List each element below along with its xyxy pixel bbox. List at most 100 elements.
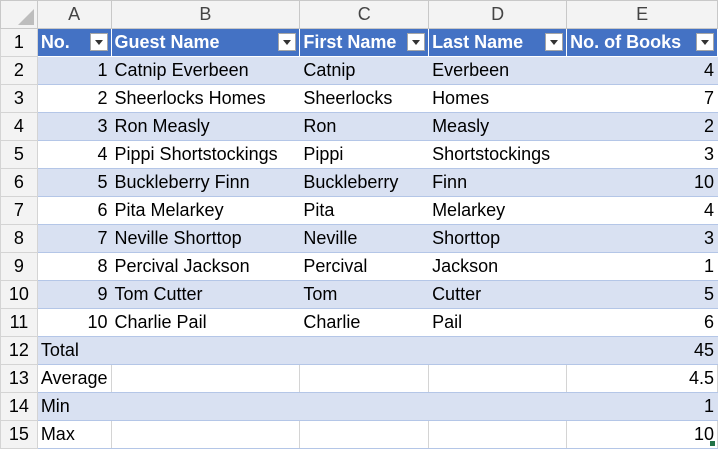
row-header[interactable]: 4 <box>0 112 38 141</box>
cell-no[interactable]: 8 <box>36 252 112 281</box>
cell-first-name[interactable]: Neville <box>299 224 430 253</box>
cell-no-of-books[interactable]: 6 <box>566 308 718 337</box>
column-header-a[interactable]: A <box>36 0 112 29</box>
row-header[interactable]: 5 <box>0 140 38 169</box>
header-no[interactable]: No. <box>36 28 112 57</box>
cell-guest-name[interactable]: Ron Measly <box>110 112 301 141</box>
cell-guest-name[interactable]: Tom Cutter <box>110 280 301 309</box>
filter-dropdown-icon[interactable] <box>407 33 426 51</box>
cell-last-name[interactable]: Measly <box>428 112 568 141</box>
empty-cell[interactable] <box>428 364 568 393</box>
empty-cell[interactable] <box>110 336 301 365</box>
empty-cell[interactable] <box>428 420 568 449</box>
cell-no-of-books[interactable]: 2 <box>566 112 718 141</box>
cell-guest-name[interactable]: Sheerlocks Homes <box>110 84 301 113</box>
cell-first-name[interactable]: Pita <box>299 196 430 225</box>
filter-dropdown-icon[interactable] <box>696 33 714 51</box>
cell-guest-name[interactable]: Percival Jackson <box>110 252 301 281</box>
summary-label[interactable]: Min <box>36 392 112 421</box>
summary-label[interactable]: Average <box>36 364 112 393</box>
row-header[interactable]: 3 <box>0 84 38 113</box>
empty-cell[interactable] <box>299 336 430 365</box>
cell-no[interactable]: 1 <box>36 56 112 85</box>
cell-last-name[interactable]: Homes <box>428 84 568 113</box>
column-header-d[interactable]: D <box>428 0 568 29</box>
cell-no-of-books[interactable]: 4 <box>566 196 718 225</box>
cell-no[interactable]: 4 <box>36 140 112 169</box>
cell-no-of-books[interactable]: 7 <box>566 84 718 113</box>
cell-first-name[interactable]: Tom <box>299 280 430 309</box>
filter-dropdown-icon[interactable] <box>545 33 564 51</box>
cell-guest-name[interactable]: Pippi Shortstockings <box>110 140 301 169</box>
cell-no[interactable]: 5 <box>36 168 112 197</box>
cell-first-name[interactable]: Catnip <box>299 56 430 85</box>
cell-last-name[interactable]: Jackson <box>428 252 568 281</box>
cell-first-name[interactable]: Ron <box>299 112 430 141</box>
cell-no[interactable]: 10 <box>36 308 112 337</box>
cell-first-name[interactable]: Charlie <box>299 308 430 337</box>
empty-cell[interactable] <box>299 364 430 393</box>
row-header[interactable]: 6 <box>0 168 38 197</box>
fill-handle[interactable] <box>710 441 715 446</box>
cell-no[interactable]: 2 <box>36 84 112 113</box>
header-last-name[interactable]: Last Name <box>428 28 568 57</box>
empty-cell[interactable] <box>299 392 430 421</box>
row-header[interactable]: 8 <box>0 224 38 253</box>
cell-first-name[interactable]: Sheerlocks <box>299 84 430 113</box>
empty-cell[interactable] <box>110 364 301 393</box>
summary-value[interactable]: 10 <box>566 420 718 449</box>
header-first-name[interactable]: First Name <box>299 28 430 57</box>
summary-value[interactable]: 45 <box>566 336 718 365</box>
empty-cell[interactable] <box>110 420 301 449</box>
cell-no-of-books[interactable]: 10 <box>566 168 718 197</box>
cell-last-name[interactable]: Everbeen <box>428 56 568 85</box>
cell-first-name[interactable]: Percival <box>299 252 430 281</box>
row-header[interactable]: 11 <box>0 308 38 337</box>
cell-no-of-books[interactable]: 1 <box>566 252 718 281</box>
row-header[interactable]: 9 <box>0 252 38 281</box>
cell-guest-name[interactable]: Charlie Pail <box>110 308 301 337</box>
empty-cell[interactable] <box>428 336 568 365</box>
row-header[interactable]: 10 <box>0 280 38 309</box>
cell-no-of-books[interactable]: 3 <box>566 224 718 253</box>
row-header[interactable]: 12 <box>0 336 38 365</box>
cell-guest-name[interactable]: Pita Melarkey <box>110 196 301 225</box>
empty-cell[interactable] <box>110 392 301 421</box>
column-header-c[interactable]: C <box>299 0 430 29</box>
filter-dropdown-icon[interactable] <box>278 33 297 51</box>
cell-no[interactable]: 9 <box>36 280 112 309</box>
select-all-button[interactable] <box>0 0 38 29</box>
header-no-of-books[interactable]: No. of Books <box>566 28 718 57</box>
cell-no-of-books[interactable]: 4 <box>566 56 718 85</box>
summary-label[interactable]: Max <box>36 420 112 449</box>
column-header-e[interactable]: E <box>566 0 718 29</box>
cell-first-name[interactable]: Buckleberry <box>299 168 430 197</box>
cell-last-name[interactable]: Pail <box>428 308 568 337</box>
filter-dropdown-icon[interactable] <box>89 33 108 51</box>
cell-no[interactable]: 3 <box>36 112 112 141</box>
row-header[interactable]: 15 <box>0 420 38 449</box>
cell-last-name[interactable]: Shortstockings <box>428 140 568 169</box>
empty-cell[interactable] <box>428 392 568 421</box>
cell-guest-name[interactable]: Buckleberry Finn <box>110 168 301 197</box>
row-header[interactable]: 13 <box>0 364 38 393</box>
header-guest-name[interactable]: Guest Name <box>110 28 301 57</box>
cell-last-name[interactable]: Cutter <box>428 280 568 309</box>
summary-value[interactable]: 1 <box>566 392 718 421</box>
row-header[interactable]: 2 <box>0 56 38 85</box>
row-header[interactable]: 14 <box>0 392 38 421</box>
cell-no-of-books[interactable]: 5 <box>566 280 718 309</box>
cell-guest-name[interactable]: Neville Shorttop <box>110 224 301 253</box>
summary-value[interactable]: 4.5 <box>566 364 718 393</box>
row-header[interactable]: 1 <box>0 28 38 57</box>
cell-last-name[interactable]: Finn <box>428 168 568 197</box>
cell-last-name[interactable]: Shorttop <box>428 224 568 253</box>
cell-last-name[interactable]: Melarkey <box>428 196 568 225</box>
cell-guest-name[interactable]: Catnip Everbeen <box>110 56 301 85</box>
cell-first-name[interactable]: Pippi <box>299 140 430 169</box>
cell-no[interactable]: 6 <box>36 196 112 225</box>
row-header[interactable]: 7 <box>0 196 38 225</box>
empty-cell[interactable] <box>299 420 430 449</box>
column-header-b[interactable]: B <box>110 0 301 29</box>
cell-no-of-books[interactable]: 3 <box>566 140 718 169</box>
